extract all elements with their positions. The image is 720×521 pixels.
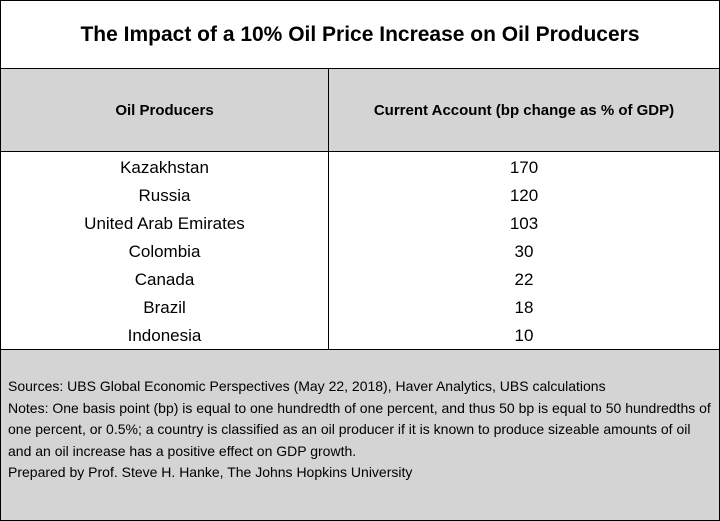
table-row: United Arab Emirates 103	[1, 210, 719, 238]
value-cell: 22	[514, 270, 534, 289]
table-header: Oil Producers Current Account (bp change…	[1, 69, 719, 152]
table-row: Brazil 18	[1, 294, 719, 322]
table-title: The Impact of a 10% Oil Price Increase o…	[1, 1, 719, 69]
column-header-current-account: Current Account (bp change as % of GDP)	[373, 101, 675, 119]
table-body: Kazakhstan 170 Russia 120 United Arab Em…	[1, 152, 719, 350]
table-row: Russia 120	[1, 182, 719, 210]
country-cell: Brazil	[143, 298, 186, 317]
value-cell: 170	[509, 158, 539, 177]
country-cell: Kazakhstan	[120, 158, 209, 177]
country-cell: United Arab Emirates	[84, 214, 245, 233]
column-header-oil-producers: Oil Producers	[1, 69, 329, 151]
table-row: Canada 22	[1, 266, 719, 294]
value-cell: 120	[509, 186, 539, 205]
country-cell: Russia	[138, 186, 191, 205]
prepared-by-text: Prepared by Prof. Steve H. Hanke, The Jo…	[8, 464, 413, 480]
table-row: Indonesia 10	[1, 322, 719, 350]
country-cell: Indonesia	[127, 326, 202, 345]
table-row: Kazakhstan 170	[1, 154, 719, 182]
notes-text: Notes: One basis point (bp) is equal to …	[8, 399, 711, 459]
value-cell: 10	[514, 326, 534, 345]
table-footer: Sources: UBS Global Economic Perspective…	[1, 350, 719, 520]
sources-text: Sources: UBS Global Economic Perspective…	[8, 378, 606, 394]
country-cell: Canada	[134, 270, 195, 289]
country-cell: Colombia	[128, 242, 201, 261]
column-divider	[328, 152, 329, 349]
value-cell: 30	[514, 242, 534, 261]
table-row: Colombia 30	[1, 238, 719, 266]
value-cell: 103	[509, 214, 539, 233]
value-cell: 18	[514, 298, 534, 317]
